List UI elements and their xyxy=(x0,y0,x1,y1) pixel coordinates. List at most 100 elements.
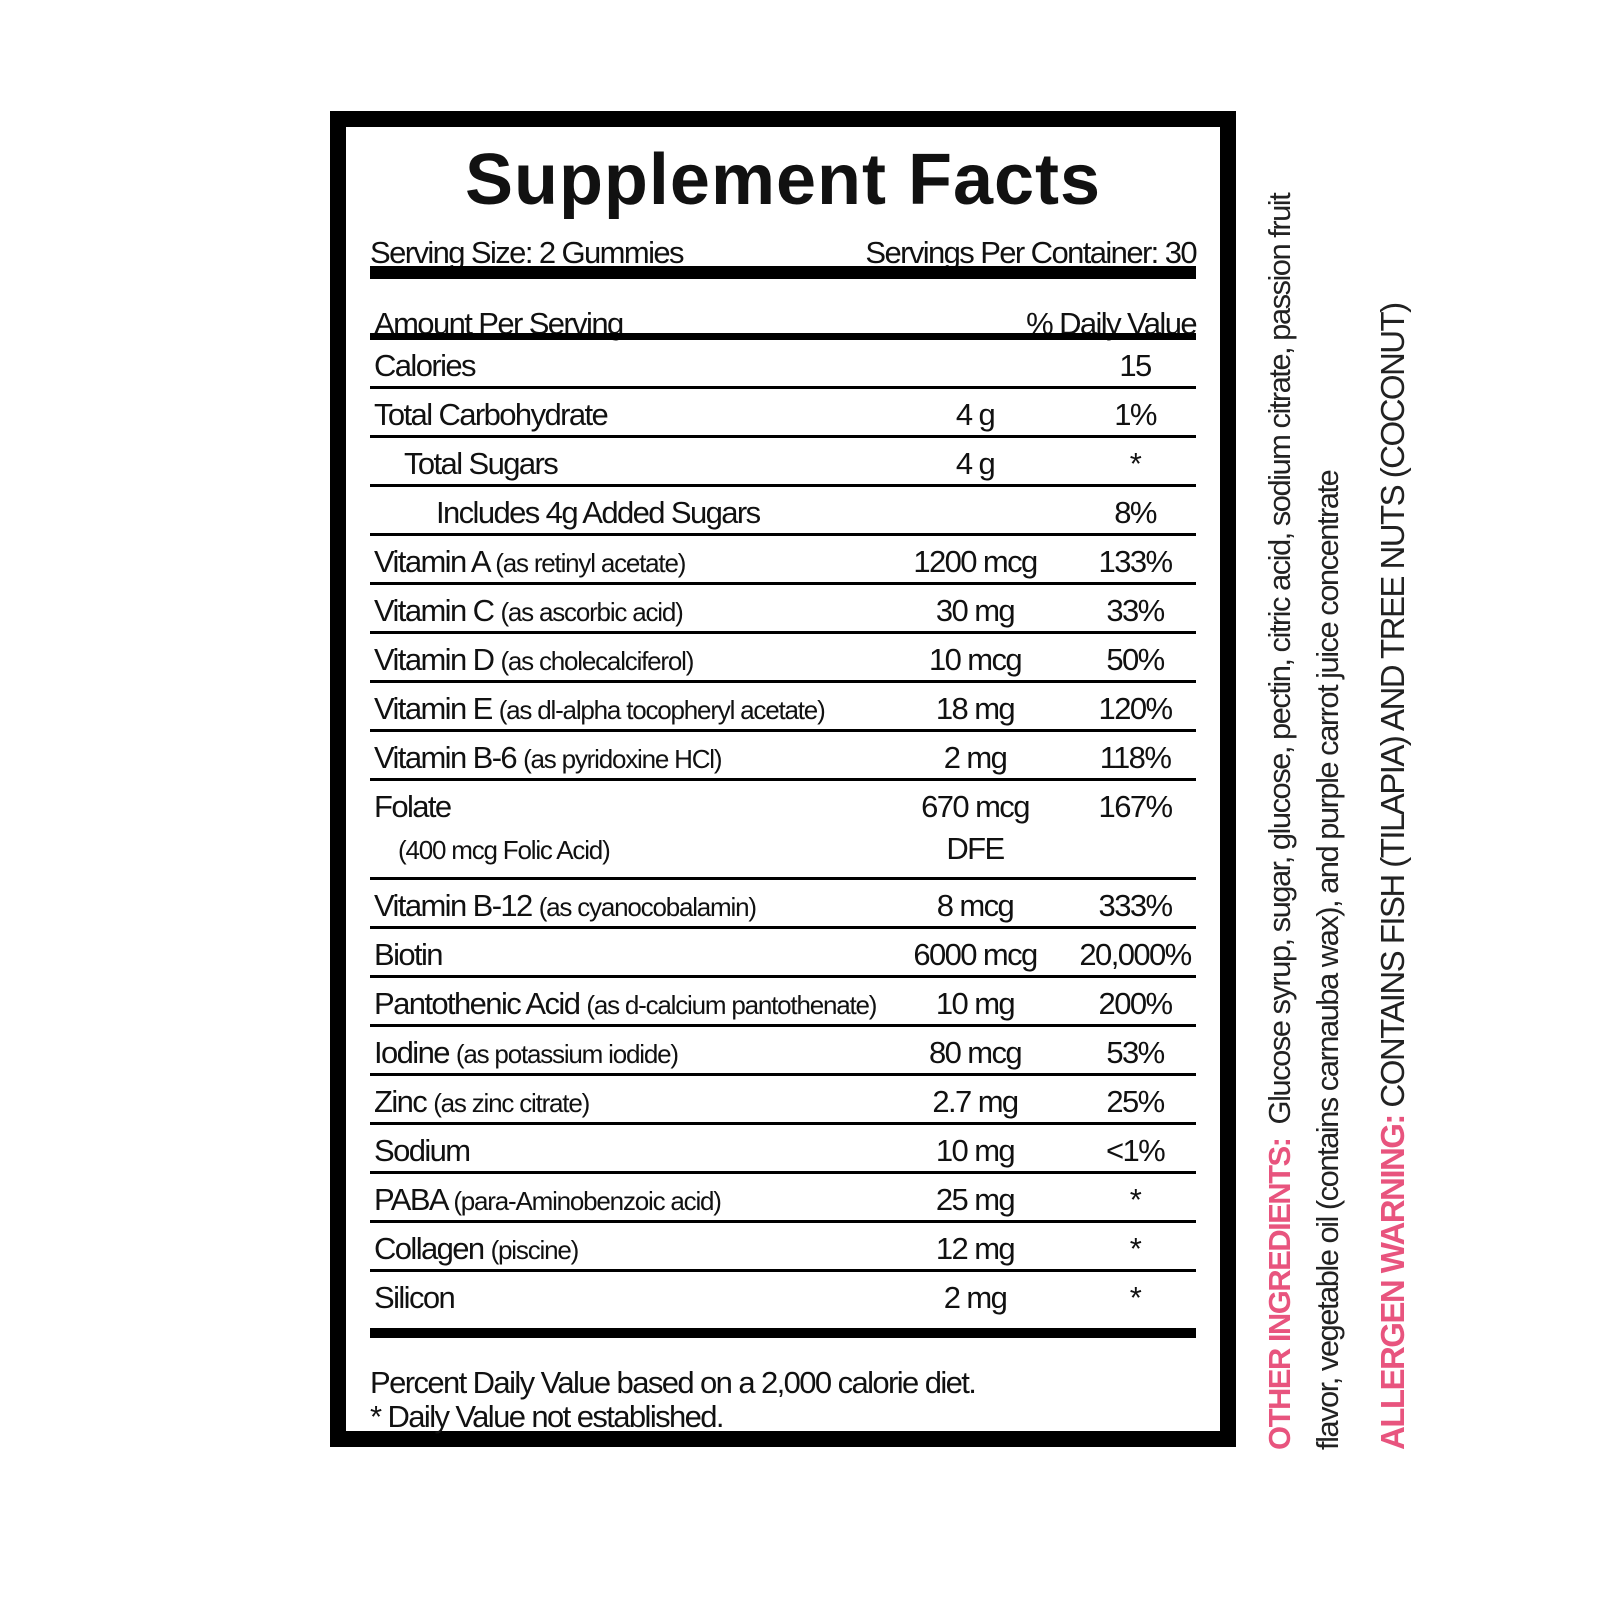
nutrient-source: (para-Aminobenzoic acid) xyxy=(453,1186,722,1216)
nutrient-daily-value: * xyxy=(1129,1280,1142,1315)
nutrient-label: Vitamin A xyxy=(374,544,490,579)
nutrient-amount: 10 mcg xyxy=(928,642,1023,677)
nutrient-daily-value: 53% xyxy=(1106,1035,1165,1070)
nutrient-row: Collagen (piscine) 12 mg * xyxy=(370,1223,1196,1272)
nutrient-row: Vitamin B-12 (as cyanocobalamin) 8 mcg 333… xyxy=(370,880,1196,929)
nutrient-row: Calories 15 xyxy=(370,340,1196,389)
nutrient-label: Sodium xyxy=(374,1133,471,1168)
nutrient-amount: 4 g xyxy=(955,446,996,481)
nutrient-source: (400 mcg Folic Acid) xyxy=(398,835,611,865)
nutrient-amount: 30 mg xyxy=(935,593,1016,628)
nutrient-row: Vitamin E (as dl-alpha tocopheryl acetat… xyxy=(370,683,1196,732)
nutrient-source: (as potassium iodide) xyxy=(455,1039,679,1069)
nutrient-source: (as pyridoxine HCl) xyxy=(523,744,722,774)
nutrient-name: Vitamin C (as ascorbic acid) xyxy=(374,593,684,629)
nutrient-name: Vitamin B-6 (as pyridoxine HCl) xyxy=(374,740,723,776)
allergen-text: CONTAINS FISH (TILAPIA) AND TREE NUTS (C… xyxy=(1374,303,1411,1108)
nutrient-row: Biotin 6000 mcg 20,000% xyxy=(370,929,1196,978)
nutrient-source: (piscine) xyxy=(490,1235,580,1265)
allergen-warning: ALLERGEN WARNING: CONTAINS FISH (TILAPIA… xyxy=(1374,303,1412,1450)
nutrient-name: Vitamin B-12 (as cyanocobalamin) xyxy=(374,888,757,924)
nutrient-name: Vitamin E (as dl-alpha tocopheryl acetat… xyxy=(374,691,826,727)
nutrient-source: (as ascorbic acid) xyxy=(500,597,683,627)
medium-divider xyxy=(370,333,1196,340)
nutrient-name: Zinc (as zinc citrate) xyxy=(374,1084,590,1120)
other-ingredients-label: OTHER INGREDIENTS: xyxy=(1262,1138,1297,1450)
nutrient-amount: 2 mg xyxy=(943,740,1008,775)
nutrient-amount: 2.7 mg xyxy=(932,1084,1019,1119)
nutrient-label: Silicon xyxy=(374,1280,456,1315)
nutrient-row: Total Carbohydrate 4 g 1% xyxy=(370,389,1196,438)
nutrient-daily-value: 33% xyxy=(1106,593,1165,628)
nutrient-row: Total Sugars 4 g * xyxy=(370,438,1196,487)
footnote: * Daily Value not established. xyxy=(370,1399,725,1434)
nutrient-label: Vitamin B-6 xyxy=(374,740,518,775)
footnote: Percent Daily Value based on a 2,000 cal… xyxy=(370,1365,977,1400)
allergen-label: ALLERGEN WARNING: xyxy=(1374,1115,1411,1450)
other-ingredients-text: Glucose syrup, sugar, glucose, pectin, c… xyxy=(1262,193,1297,1125)
nutrient-amount: 25 mg xyxy=(935,1182,1016,1217)
thick-divider xyxy=(370,266,1196,279)
nutrient-row: Vitamin C (as ascorbic acid) 30 mg 33% xyxy=(370,585,1196,634)
nutrient-daily-value: 200% xyxy=(1098,986,1173,1021)
nutrient-label: Collagen xyxy=(374,1231,485,1266)
nutrient-label: Vitamin E xyxy=(374,691,493,726)
nutrient-amount: 670 mcg xyxy=(921,789,1030,824)
nutrient-amount: 1200 mcg xyxy=(913,544,1038,579)
nutrient-daily-value: * xyxy=(1129,446,1142,481)
side-panel-text: OTHER INGREDIENTS: Glucose syrup, sugar,… xyxy=(1250,110,1430,1450)
nutrient-label: Total Sugars xyxy=(404,446,559,481)
nutrient-source: (as cyanocobalamin) xyxy=(538,892,757,922)
nutrient-amount: 12 mg xyxy=(935,1231,1016,1266)
nutrient-source: (as dl-alpha tocopheryl acetate) xyxy=(498,695,826,725)
nutrient-name: Folate xyxy=(374,789,452,825)
nutrient-row: Iodine (as potassium iodide) 80 mcg 53% xyxy=(370,1027,1196,1076)
nutrient-name: Total Carbohydrate xyxy=(374,397,609,433)
nutrient-daily-value: * xyxy=(1129,1231,1142,1266)
nutrient-label: Calories xyxy=(374,348,477,383)
nutrient-row: Vitamin A (as retinyl acetate) 1200 mcg 13… xyxy=(370,536,1196,585)
nutrient-daily-value: 50% xyxy=(1106,642,1165,677)
nutrient-daily-value: 25% xyxy=(1106,1084,1165,1119)
nutrient-label: Vitamin D xyxy=(374,642,495,677)
nutrient-amount-unit: DFE xyxy=(946,831,1005,866)
nutrient-label: Vitamin B-12 xyxy=(374,888,533,923)
serving-size: Serving Size: 2 Gummies xyxy=(370,235,685,270)
nutrient-row: Silicon 2 mg * xyxy=(370,1272,1196,1318)
nutrient-row: PABA (para-Aminobenzoic acid) 25 mg * xyxy=(370,1174,1196,1223)
nutrient-amount: 10 mg xyxy=(935,1133,1016,1168)
nutrient-name: Includes 4g Added Sugars xyxy=(436,495,761,531)
nutrient-daily-value: 118% xyxy=(1099,740,1172,775)
nutrient-daily-value: * xyxy=(1129,1182,1142,1217)
nutrient-daily-value: 15 xyxy=(1119,348,1152,383)
nutrient-daily-value: <1% xyxy=(1105,1133,1166,1168)
nutrient-name: Pantothenic Acid (as d-calcium pantothen… xyxy=(374,986,877,1022)
servings-per-container: Servings Per Container: 30 xyxy=(865,235,1197,270)
nutrient-row: Zinc (as zinc citrate) 2.7 mg 25% xyxy=(370,1076,1196,1125)
thick-divider xyxy=(370,1328,1196,1338)
nutrient-daily-value: 8% xyxy=(1114,495,1157,530)
nutrient-row: Includes 4g Added Sugars 8% xyxy=(370,487,1196,536)
nutrient-label: Total Carbohydrate xyxy=(374,397,609,432)
nutrient-amount: 4 g xyxy=(955,397,996,432)
nutrient-label: PABA xyxy=(374,1182,448,1217)
nutrient-label: Pantothenic Acid xyxy=(374,986,581,1021)
supplement-facts-panel: Supplement Facts Serving Size: 2 Gummies… xyxy=(330,111,1236,1447)
nutrient-row: Vitamin D (as cholecalciferol) 10 mcg 50% xyxy=(370,634,1196,683)
nutrient-daily-value: 167% xyxy=(1098,789,1173,824)
nutrient-name: Iodine (as potassium iodide) xyxy=(374,1035,679,1071)
nutrient-amount: 6000 mcg xyxy=(913,937,1038,972)
nutrient-name: Sodium xyxy=(374,1133,471,1169)
nutrient-label: Includes 4g Added Sugars xyxy=(436,495,761,530)
other-ingredients-line-1: OTHER INGREDIENTS: Glucose syrup, sugar,… xyxy=(1262,194,1298,1450)
nutrient-row: Sodium 10 mg <1% xyxy=(370,1125,1196,1174)
nutrient-name: Silicon xyxy=(374,1280,456,1316)
nutrient-amount: 18 mg xyxy=(935,691,1016,726)
nutrient-label: Iodine xyxy=(374,1035,450,1070)
nutrient-name: Vitamin A (as retinyl acetate) xyxy=(374,544,686,580)
nutrient-name: Collagen (piscine) xyxy=(374,1231,580,1267)
nutrient-name: Total Sugars xyxy=(404,446,559,482)
other-ingredients-line-2: flavor, vegetable oil (contains carnauba… xyxy=(1310,470,1345,1450)
nutrient-daily-value: 1% xyxy=(1114,397,1157,432)
nutrient-amount: 8 mcg xyxy=(936,888,1015,923)
